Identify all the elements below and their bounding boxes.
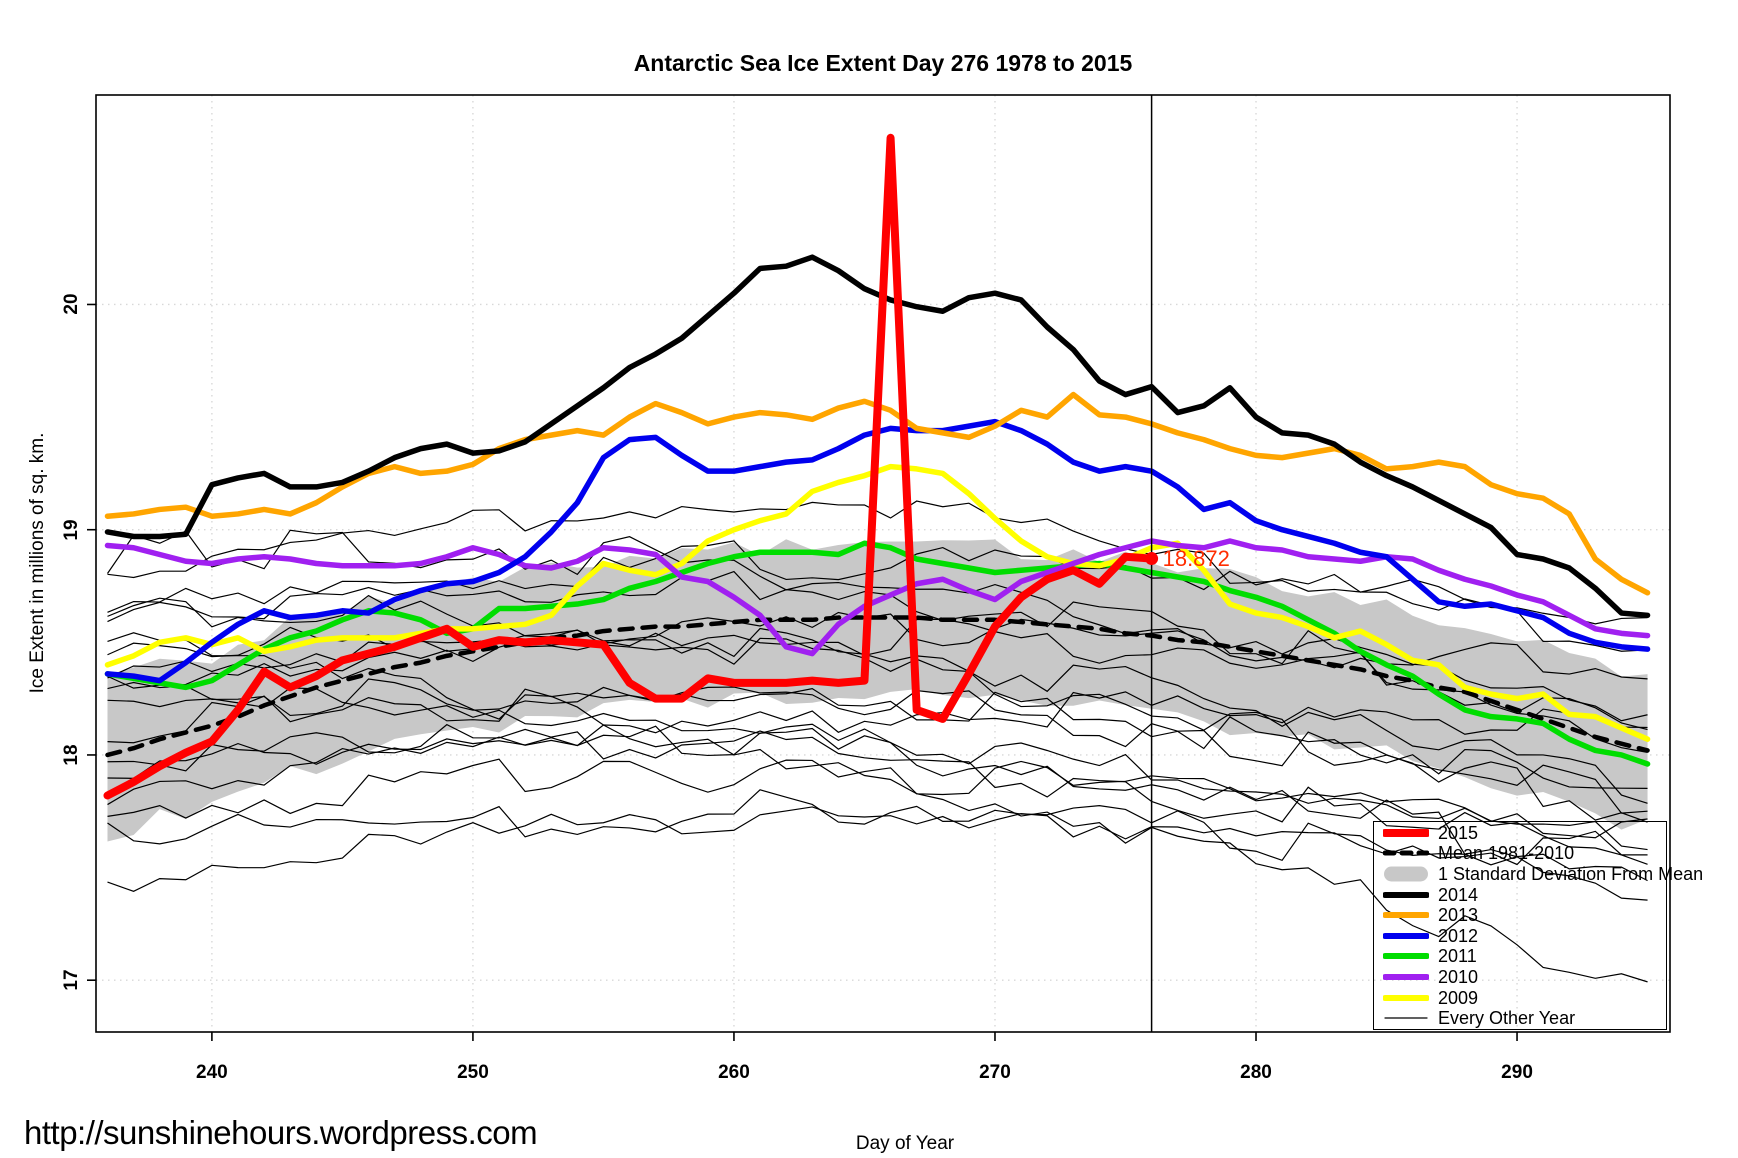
x-tick-label-240: 240 xyxy=(196,1062,228,1083)
legend-label: 2010 xyxy=(1438,966,1479,987)
legend-label: Mean 1981-2010 xyxy=(1438,843,1575,864)
legend-key-band-icon xyxy=(1384,866,1428,882)
legend-item-2012: 2012 xyxy=(1383,926,1666,947)
y-tick-label-17: 17 xyxy=(61,969,82,991)
background-year-line xyxy=(107,725,1648,851)
y-tick-label-18: 18 xyxy=(61,744,82,766)
plot-border xyxy=(95,94,1671,1033)
legend-key-thin-icon xyxy=(1384,1017,1428,1019)
legend-item-2015: 2015 xyxy=(1383,823,1666,844)
legend-key-dashed-icon xyxy=(1383,850,1429,856)
x-tick-label-270: 270 xyxy=(979,1062,1011,1083)
y-tick-label-20: 20 xyxy=(61,293,82,316)
series-2015 xyxy=(103,133,1156,800)
legend-item-1-standard-deviation-from-mean: 1 Standard Deviation From Mean xyxy=(1383,864,1703,885)
background-year-line xyxy=(107,500,1648,652)
series-mean-1981-2010 xyxy=(105,615,1650,758)
legend-label: 1 Standard Deviation From Mean xyxy=(1438,864,1704,885)
source-url-text: http://sunshinehours.wordpress.com xyxy=(24,1114,538,1151)
legend-key-thick-icon xyxy=(1383,953,1429,960)
background-year-line xyxy=(107,758,1648,839)
axis-ticks xyxy=(87,303,1518,1041)
legend-label: 2011 xyxy=(1438,946,1477,967)
y-axis-label: Ice Extent in millions of sq. km. xyxy=(27,432,48,694)
y-tick-label-19: 19 xyxy=(61,519,82,541)
legend-key-thick-icon xyxy=(1383,973,1429,980)
background-year-line xyxy=(107,688,1648,789)
x-tick-label-290: 290 xyxy=(1501,1062,1533,1083)
background-year-line xyxy=(107,723,1648,865)
current-value-annotation: 18.872 xyxy=(1162,545,1230,571)
legend-label: 2014 xyxy=(1438,884,1479,905)
legend-label: Every Other Year xyxy=(1438,1008,1576,1029)
series-end-dot xyxy=(1145,552,1159,566)
background-year-line xyxy=(106,529,1648,722)
every-other-year-lines xyxy=(106,500,1648,983)
background-year-line xyxy=(107,691,1648,779)
x-tick-label-260: 260 xyxy=(718,1062,750,1083)
legend-item-mean-1981-2010: Mean 1981-2010 xyxy=(1383,843,1666,864)
legend-item-2009: 2009 xyxy=(1383,987,1666,1008)
legend-key-thick-icon xyxy=(1383,828,1429,837)
legend-key-thick-icon xyxy=(1383,891,1429,898)
legend-item-2010: 2010 xyxy=(1383,967,1666,988)
x-tick-label-250: 250 xyxy=(457,1062,489,1083)
legend-key-thick-icon xyxy=(1383,932,1429,939)
background-year-line xyxy=(107,540,1648,625)
background-year-line xyxy=(107,570,1648,753)
legend-key-thick-icon xyxy=(1383,994,1429,1001)
legend-label: 2015 xyxy=(1438,822,1479,843)
x-axis-label: Day of Year xyxy=(855,1133,955,1154)
background-year-line xyxy=(107,594,1648,823)
legend: 2015 Mean 1981-2010 1 Standard Deviation F… xyxy=(1373,821,1703,1030)
legend-label: 2013 xyxy=(1438,905,1479,926)
series-2014 xyxy=(104,254,1651,619)
legend-item-2013: 2013 xyxy=(1383,905,1666,926)
legend-item-2011: 2011 xyxy=(1383,946,1666,967)
legend-label: 2009 xyxy=(1438,987,1479,1008)
chart-title: Antarctic Sea Ice Extent Day 276 1978 to… xyxy=(633,50,1133,76)
x-tick-label-280: 280 xyxy=(1240,1062,1272,1083)
background-year-line xyxy=(107,618,1648,731)
background-year-line xyxy=(107,687,1648,882)
legend-key-thick-icon xyxy=(1383,912,1429,919)
legend-item-every-other-year: Every Other Year xyxy=(1383,1008,1666,1029)
legend-item-2014: 2014 xyxy=(1383,884,1666,905)
legend-label: 2012 xyxy=(1438,925,1479,946)
